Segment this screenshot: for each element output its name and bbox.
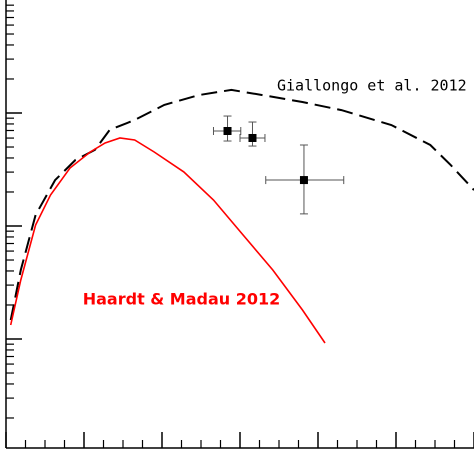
annotation: Giallongo et al. 2012 — [277, 77, 467, 95]
series-line — [9, 137, 326, 344]
data-point — [299, 176, 308, 185]
data-point — [248, 133, 257, 142]
series-line — [9, 88, 474, 321]
data-point — [223, 126, 232, 135]
annotation: Haardt & Madau 2012 — [83, 289, 281, 308]
